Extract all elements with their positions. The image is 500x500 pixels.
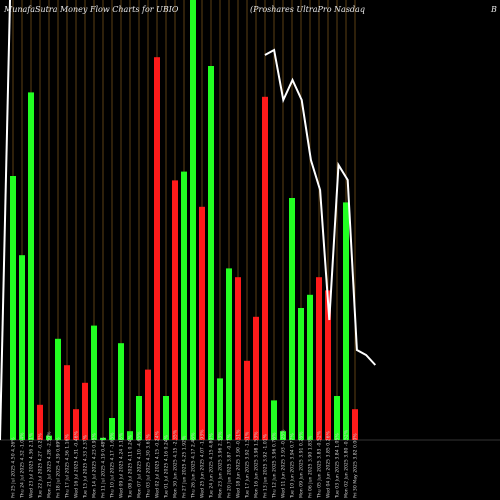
x-tick-label: Thu 12 Jun 2025 3.96 0.76% <box>272 432 278 499</box>
x-tick-label: Mon 16 Jun 2025 3.98 1.53% <box>254 431 260 498</box>
money-flow-bar <box>325 290 331 440</box>
money-flow-bar <box>316 277 322 440</box>
x-tick-label: Tue 10 Jun 2025 3.94 0.77% <box>290 433 296 499</box>
x-tick-label: Mon 23 Jun 2025 3.96 2.33% <box>218 431 224 498</box>
money-flow-bar <box>154 57 160 440</box>
money-flow-bar <box>181 171 187 440</box>
money-flow-bar <box>163 396 169 440</box>
x-tick-label: Thu 10 Jul 2025 4.17 -1.65% <box>110 432 116 499</box>
money-flow-bar <box>46 435 52 440</box>
x-tick-label: Fri 30 May 2025 3.82 0.00% <box>353 433 359 498</box>
money-flow-bar <box>145 369 151 440</box>
x-tick-label: Thu 17 Jul 2025 4.36 1.16% <box>65 434 71 499</box>
price-line <box>264 48 377 366</box>
money-flow-bar <box>28 92 34 441</box>
money-flow-bar <box>19 255 25 440</box>
x-tick-label: Wed 02 Jul 2025 4.15 -0.24% <box>155 430 161 498</box>
x-tick-label: Wed 18 Jun 2025 3.90 -0.51% <box>236 429 242 498</box>
x-tick-label: Mon 14 Jul 2025 4.23 0.95% <box>92 432 98 498</box>
money-flow-bar <box>217 378 223 440</box>
money-flow-bar <box>226 268 232 440</box>
money-flow-bar <box>199 206 205 440</box>
money-flow-bar <box>91 325 97 440</box>
x-tick-label: Thu 05 Jun 2025 3.83 -0.52% <box>317 430 323 499</box>
price-line-left-edge <box>0 0 11 441</box>
x-tick-label: Wed 09 Jul 2025 4.24 3.16% <box>119 432 125 498</box>
chart-title-overflow: B <box>491 5 497 14</box>
money-flow-bar <box>64 365 70 440</box>
x-tick-label: Mon 02 Jun 2025 3.80 -0.52% <box>344 429 350 498</box>
money-flow-bar <box>136 396 142 440</box>
x-tick-label: Tue 08 Jul 2025 4.11 0.24% <box>128 434 134 499</box>
money-flow-bar <box>352 409 358 440</box>
chart-subtitle: (Proshares UltraPro Nasdaq <box>250 5 365 14</box>
x-tick-label: Tue 01 Jul 2025 4.16 0.24% <box>164 434 170 499</box>
money-flow-bar <box>109 418 115 440</box>
money-flow-bar <box>280 431 286 440</box>
money-flow-bar <box>37 404 43 440</box>
x-tick-label: Fri 13 Jun 2025 3.92 -1.01% <box>263 433 269 498</box>
money-flow-bar <box>262 96 268 441</box>
money-flow-bar <box>271 400 277 440</box>
x-tick-label: Fri 06 Jun 2025 3.90 1.83% <box>308 435 314 498</box>
x-tick-label: Wed 11 Jun 2025 3.93 -0.25% <box>281 429 287 498</box>
x-tick-label: Wed 25 Jun 2025 4.07 -1.93% <box>200 429 206 498</box>
money-flow-bar <box>55 338 61 440</box>
x-tick-label: Mon 09 Jun 2025 3.91 0.26% <box>299 431 305 498</box>
money-flow-bar <box>244 360 250 440</box>
x-tick-label: Fri 20 Jun 2025 3.87 -0.77% <box>227 433 233 498</box>
money-flow-bar <box>298 308 304 440</box>
x-tick-label: Fri 27 Jun 2025 4.25 1.92% <box>182 435 188 498</box>
x-tick-label: Wed 04 Jun 2025 3.85 0.26% <box>326 431 332 498</box>
x-tick-label: Thu 24 Jul 2025 4.32 -1.04% <box>20 432 26 499</box>
money-flow-bar <box>343 202 349 440</box>
x-tick-label: Mon 30 Jun 2025 4.15 -2.35% <box>173 429 179 498</box>
x-tick-label: Wed 16 Jul 2025 4.31 -0.46% <box>74 430 80 498</box>
money-flow-bar <box>73 409 79 440</box>
x-tick-label: Wed 23 Jul 2025 4.36 2.11% <box>29 432 35 498</box>
x-tick-label: Tue 15 Jul 2025 4.33 2.37% <box>83 434 89 499</box>
money-flow-bar <box>172 180 178 440</box>
money-flow-bar <box>118 343 124 440</box>
money-flow-bar <box>82 382 88 440</box>
x-tick-label: Thu 03 Jul 2025 4.30 3.61% <box>146 434 152 499</box>
x-tick-label: Fri 25 Jul 2025 4.50 4.26% <box>11 437 17 498</box>
x-tick-label: Tue 17 Jun 2025 3.92 -1.51% <box>245 431 251 499</box>
money-flow-bar <box>253 316 259 440</box>
money-flow-bar <box>190 0 196 440</box>
money-flow-bar <box>10 176 16 440</box>
money-flow-bar <box>127 431 133 440</box>
x-tick-label: Mon 21 Jul 2025 4.28 -2.50% <box>47 431 53 498</box>
x-tick-label: Thu 26 Jun 2025 4.17 2.46% <box>191 432 197 499</box>
money-flow-bar <box>289 198 295 440</box>
x-tick-label: Tue 24 Jun 2025 4.15 4.80% <box>209 433 215 499</box>
money-flow-bar <box>208 66 214 440</box>
x-tick-label: Mon 07 Jul 2025 4.10 -4.65% <box>137 431 143 498</box>
x-tick-label: Fri 18 Jul 2025 4.39 0.69% <box>56 437 62 498</box>
money-flow-bar <box>307 294 313 440</box>
money-flow-bar <box>334 396 340 440</box>
chart-title: MunafaSutra Money Flow Charts for UBIO <box>4 5 179 14</box>
money-flow-bar <box>235 277 241 440</box>
x-tick-label: Tue 22 Jul 2025 4.27 -0.23% <box>38 433 44 499</box>
x-tick-label: Fri 11 Jul 2025 4.19 0.48% <box>101 437 107 498</box>
x-tick-label: Tue 03 Jun 2025 3.84 1.05% <box>335 433 341 499</box>
money-flow-bar <box>100 437 106 440</box>
